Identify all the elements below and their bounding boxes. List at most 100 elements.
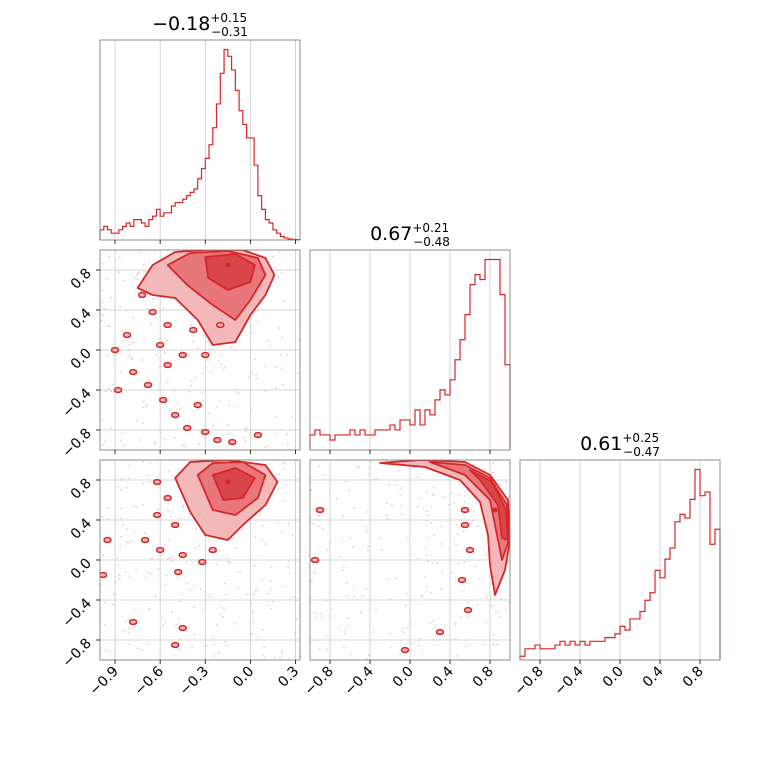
contour-2-vs-1-sample-85 [286, 442, 289, 445]
contour-3-vs-2-sample-210 [458, 493, 461, 496]
title-2-minus: −0.48 [413, 235, 450, 249]
contour-3-vs-1-island-6 [100, 571, 108, 579]
contour-3-vs-1-sample-181 [282, 462, 285, 465]
contour-3-vs-2-sample-44 [424, 576, 427, 579]
contour-2-vs-1-sample-94 [163, 438, 166, 441]
contour-3-vs-2-sample-21 [486, 596, 489, 599]
contour-3-vs-2-sample-55 [455, 523, 458, 526]
contour-2-vs-1-sample-87 [207, 340, 210, 343]
contour-2-vs-1-sample-207 [250, 331, 253, 334]
contour-2-vs-1-sample-165 [118, 271, 120, 274]
grid-layer [100, 40, 701, 660]
hist-param-2-bar-5 [335, 435, 340, 450]
contour-2-vs-1-sample-66 [112, 383, 115, 386]
contour-3-vs-2-sample-32 [431, 619, 434, 622]
contour-2-vs-1-sample-80 [166, 381, 169, 383]
contour-3-vs-1-sample-160 [273, 656, 276, 659]
contour-2-vs-1-island-7 [110, 346, 120, 354]
contour-3-vs-2-sample-169 [420, 595, 423, 598]
contour-3-vs-1-peak [225, 479, 231, 485]
contour-3-vs-2-sample-192 [473, 510, 475, 513]
contour-2-vs-1-sample-107 [108, 325, 111, 328]
contour-2-vs-1-sample-114 [110, 390, 113, 393]
contour-2-vs-1-contours [100, 250, 300, 448]
contour-2-vs-1-sample-67 [282, 300, 285, 303]
contour-3-vs-1-sample-180 [116, 556, 119, 559]
contour-2-vs-1-sample-141 [263, 390, 266, 392]
contour-3-vs-1-sample-189 [234, 622, 237, 625]
contour-3-vs-2-sample-24 [416, 505, 419, 508]
contour-2-vs-1-sample-47 [100, 319, 103, 322]
contour-2-vs-1-sample-199 [141, 359, 144, 361]
contour-2-vs-1-sample-187 [116, 353, 119, 355]
contour-3-vs-2-sample-50 [342, 565, 345, 568]
contour-3-vs-2-island-3 [460, 521, 470, 529]
contour-3-vs-1-sample-179 [172, 474, 175, 477]
contour-3-vs-2-sample-37 [318, 514, 320, 517]
hist-param-2-histogram-line [309, 258, 511, 450]
contour-3-vs-2-sample-93 [361, 595, 364, 598]
contour-3-vs-2-sample-167 [341, 540, 344, 543]
contour-3-vs-2-sample-9 [437, 644, 439, 647]
contour-2-vs-1-ytick-label-4: 0.8 [68, 266, 95, 293]
contour-3-vs-2-sample-18 [310, 488, 313, 491]
contour-3-vs-1-sample-36 [166, 557, 169, 560]
contour-2-vs-1-sample-104 [122, 279, 125, 282]
contour-3-vs-1-sample-136 [142, 503, 145, 506]
hist-param-3-bar-17 [605, 638, 610, 660]
contour-3-vs-2-sample-57 [457, 562, 460, 565]
hist-param-2-bar-10 [360, 430, 365, 450]
contour-3-vs-2-sample-36 [406, 627, 409, 630]
contour-3-vs-2-sample-187 [402, 626, 405, 629]
contour-2-vs-1-peak [225, 262, 231, 268]
contour-3-vs-2-sample-179 [400, 630, 403, 633]
contour-3-vs-2-sample-67 [376, 477, 379, 480]
contour-3-vs-1-sample-205 [125, 570, 127, 573]
contour-3-vs-1-sample-195 [236, 587, 239, 590]
contour-2-vs-1-sample-5 [207, 412, 210, 415]
contour-3-vs-1-sample-57 [193, 605, 196, 608]
contour-3-vs-1-sample-211 [144, 577, 147, 580]
panel-frames [99, 39, 721, 661]
contour-3-vs-1-sample-63 [269, 607, 272, 610]
contour-3-vs-1-sample-59 [119, 545, 122, 548]
contour-2-vs-1-sample-210 [217, 359, 220, 362]
contour-3-vs-2-sample-34 [433, 486, 436, 489]
contour-3-vs-1-sample-41 [252, 621, 255, 624]
contour-3-vs-2-sample-209 [353, 507, 355, 509]
contour-3-vs-2-sample-117 [416, 476, 419, 479]
contour-3-vs-2-sample-20 [342, 514, 345, 517]
contour-2-vs-1-island-13 [201, 428, 210, 436]
hist-param-3-bar-13 [585, 645, 590, 660]
contour-3-vs-2-sample-108 [326, 648, 329, 651]
contour-3-vs-1-sample-27 [165, 574, 168, 577]
contour-2-vs-1-sample-32 [166, 339, 169, 342]
contour-3-vs-2-sample-23 [450, 571, 453, 574]
contour-3-vs-1-sample-34 [112, 593, 115, 595]
contour-3-vs-1-sample-168 [267, 604, 269, 607]
contour-3-vs-1-sample-81 [121, 524, 124, 526]
contour-2-vs-1-sample-195 [119, 439, 122, 442]
contour-3-vs-1-sample-51 [198, 544, 200, 547]
contour-2-vs-1-sample-121 [294, 327, 297, 330]
contour-3-vs-1-sample-31 [127, 464, 130, 467]
contour-3-vs-2-sample-115 [475, 501, 478, 504]
contour-2-vs-1-sample-68 [277, 276, 280, 279]
contour-3-vs-1-sample-178 [144, 532, 147, 534]
contour-3-vs-1-sample-20 [178, 517, 181, 519]
contour-3-vs-1-sample-86 [294, 656, 297, 659]
contour-2-vs-1-sample-205 [142, 406, 145, 409]
contour-3-vs-1-sample-77 [119, 536, 122, 538]
hist-param-1-frame [99, 39, 301, 241]
hist-param-2-bar-12 [370, 435, 375, 450]
contour-3-vs-2-sample-133 [457, 533, 460, 535]
contour-2-vs-1-sample-130 [104, 390, 107, 393]
contour-3-vs-2-island-4 [465, 546, 475, 554]
contour-2-vs-1-sample-91 [251, 371, 253, 374]
contour-3-vs-1-sample-167 [120, 488, 123, 491]
contour-3-vs-1-sample-171 [182, 506, 185, 509]
contour-3-vs-1-xtick-label-3: 0.0 [230, 664, 257, 691]
contour-2-vs-1-sample-37 [105, 277, 108, 280]
contour-2-vs-1-island-18 [228, 438, 237, 446]
contour-2-vs-1-sample-116 [122, 339, 125, 342]
